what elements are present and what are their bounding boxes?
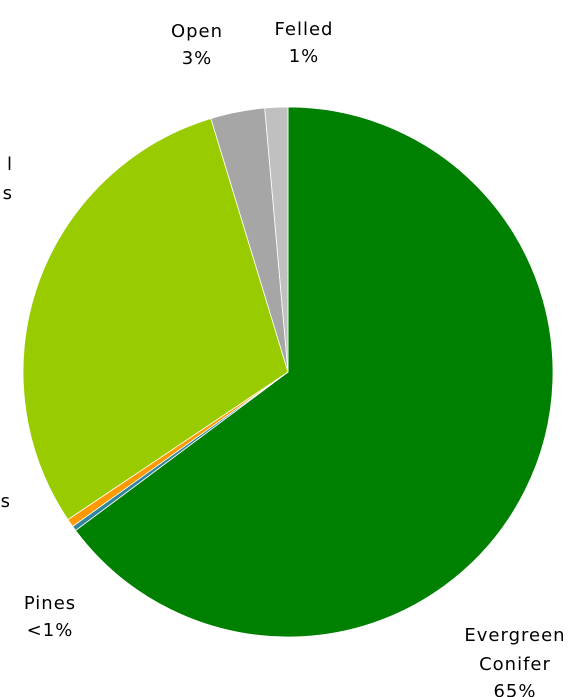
slice-value-label: <1% [27,620,74,641]
pie-slice [264,106,289,373]
slice-label: l [7,154,13,175]
slice-label: Conifer [479,654,551,675]
slice-label: Felled [275,19,334,40]
slice-label: s [1,491,11,512]
slice-label: Open [171,21,223,42]
slice-value-label: 1% [289,46,320,67]
slice-label: Evergreen [464,625,565,646]
slice-label: s [3,183,13,204]
pie-slice [75,106,554,638]
slice-value-label: 65% [493,681,536,697]
slice-label: Pines [24,593,76,614]
pie-slice [22,117,289,521]
slice-value-label: 3% [182,48,213,69]
